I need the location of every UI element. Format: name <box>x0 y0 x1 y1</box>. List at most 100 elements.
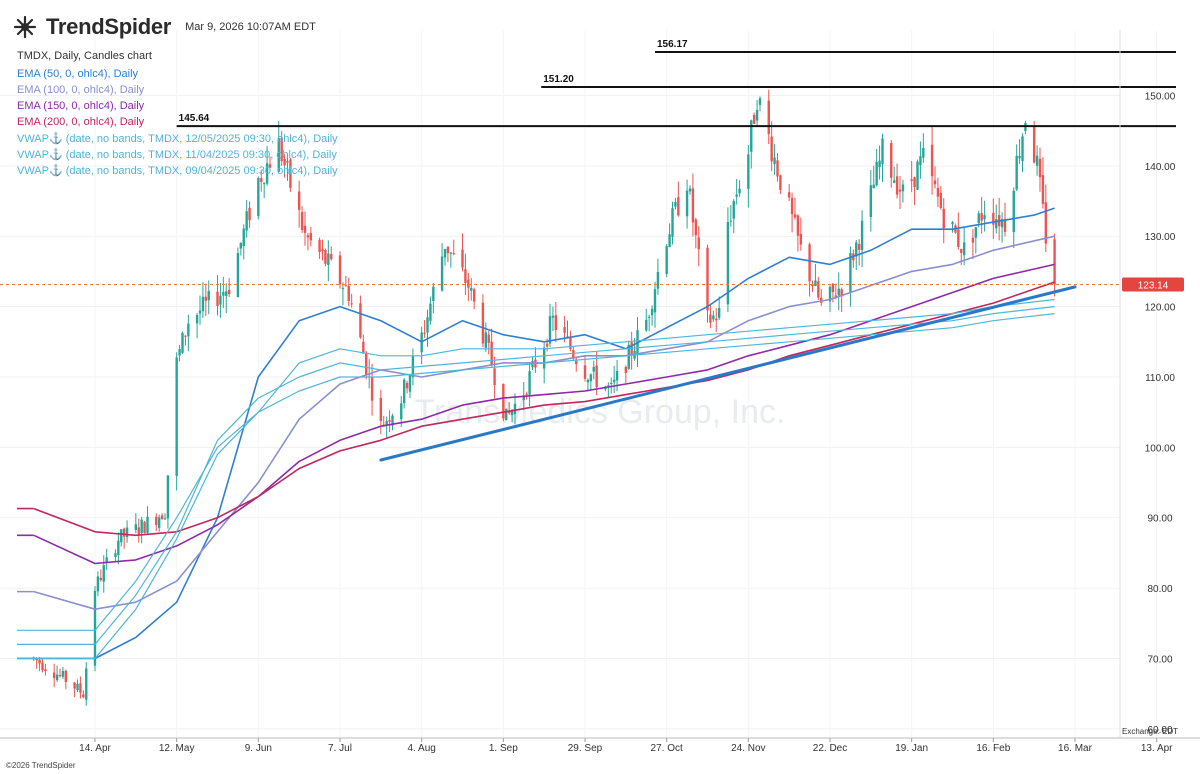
candle <box>385 416 388 439</box>
candle <box>513 393 517 425</box>
candle <box>187 314 190 352</box>
candle <box>423 320 426 338</box>
candle <box>1035 145 1039 176</box>
candle <box>318 237 321 259</box>
candle <box>951 220 954 233</box>
candle <box>155 513 158 532</box>
y-tick-label: 140.00 <box>1145 162 1176 173</box>
candle <box>38 657 41 672</box>
candle <box>624 365 628 383</box>
candle <box>881 133 884 182</box>
candle <box>747 145 750 208</box>
brand-name: TrendSpider <box>46 14 172 39</box>
candle <box>980 196 983 234</box>
indicator-label-1[interactable]: EMA (50, 0, ohlc4), Daily <box>17 68 139 80</box>
candle <box>484 322 488 352</box>
indicator-label-3[interactable]: EMA (150, 0, ohlc4), Daily <box>17 100 145 112</box>
candle <box>677 181 680 217</box>
y-tick-label: 70.00 <box>1147 654 1172 665</box>
candle <box>872 165 875 189</box>
candle <box>808 242 811 297</box>
candle <box>983 200 986 232</box>
horizontal-levels[interactable]: 156.17 151.20 145.64 123.14 <box>0 39 1184 292</box>
candle <box>52 663 56 688</box>
candle <box>327 240 330 282</box>
candle <box>811 280 814 292</box>
candle <box>93 586 97 672</box>
candle <box>114 549 117 562</box>
candle <box>712 310 715 322</box>
indicator-label-5[interactable]: VWAP⚓ (date, no bands, TMDX, 12/05/2025 … <box>17 133 338 145</box>
candle <box>338 251 342 289</box>
candle <box>1032 120 1036 164</box>
candle <box>668 223 671 248</box>
level-label: 156.17 <box>657 39 688 50</box>
candle <box>694 217 698 249</box>
candle <box>528 362 531 407</box>
candle <box>73 681 76 698</box>
candle <box>362 334 365 354</box>
candle <box>99 569 103 582</box>
candle <box>787 183 791 201</box>
indicator-label-2[interactable]: EMA (100, 0, ohlc4), Daily <box>17 84 145 96</box>
x-tick-label: 14. Apr <box>79 743 111 754</box>
candle <box>140 516 143 544</box>
candle <box>245 200 248 238</box>
candle <box>688 185 692 195</box>
indicator-label-4[interactable]: EMA (200, 0, ohlc4), Daily <box>17 116 145 128</box>
candle <box>260 170 263 192</box>
footer-copyright: ©2026 TrendSpider <box>6 761 76 770</box>
candle <box>248 201 251 229</box>
candle <box>971 228 975 259</box>
candle <box>184 335 187 346</box>
candle <box>222 276 225 308</box>
candle <box>820 289 823 306</box>
indicator-label-6[interactable]: VWAP⚓ (date, no bands, TMDX, 11/04/2025 … <box>17 149 337 161</box>
candle <box>446 246 450 263</box>
indicator-line-6 <box>94 306 1055 645</box>
candle <box>610 377 613 394</box>
candle <box>878 145 881 180</box>
x-tick-label: 19. Jan <box>895 743 928 754</box>
candle <box>297 180 301 228</box>
x-tick-label: 22. Dec <box>813 743 847 754</box>
indicator-line-1 <box>94 207 1055 660</box>
trendline[interactable] <box>379 285 1077 462</box>
candle <box>146 506 149 535</box>
candle <box>379 389 383 435</box>
candle <box>105 548 108 570</box>
candle <box>44 663 47 676</box>
candle <box>709 305 712 329</box>
candle <box>875 149 878 187</box>
candle <box>653 281 657 328</box>
candle <box>481 294 485 348</box>
candle <box>440 243 444 292</box>
candle <box>157 514 161 532</box>
candle <box>239 242 243 256</box>
x-tick-label: 13. Apr <box>1141 743 1173 754</box>
candle <box>793 197 797 220</box>
indicator-label-7[interactable]: VWAP⚓ (date, no bands, TMDX, 09/04/2025 … <box>17 165 338 177</box>
candle <box>936 177 940 208</box>
candle <box>330 246 333 261</box>
candle <box>227 278 231 297</box>
candle <box>674 197 677 210</box>
candle <box>166 475 170 529</box>
candle <box>388 410 391 433</box>
candle <box>85 661 88 706</box>
candle <box>650 305 654 326</box>
candle <box>306 232 310 251</box>
candle <box>647 314 651 332</box>
candle <box>691 173 695 237</box>
candle <box>143 520 146 534</box>
candle <box>706 244 709 323</box>
support-trendline[interactable] <box>379 285 1077 462</box>
candle <box>181 331 184 354</box>
candle <box>817 277 820 301</box>
candle <box>942 198 945 244</box>
x-tick-label: 16. Feb <box>976 743 1010 754</box>
candle <box>534 347 537 373</box>
candle <box>58 668 62 678</box>
candle <box>96 571 100 597</box>
